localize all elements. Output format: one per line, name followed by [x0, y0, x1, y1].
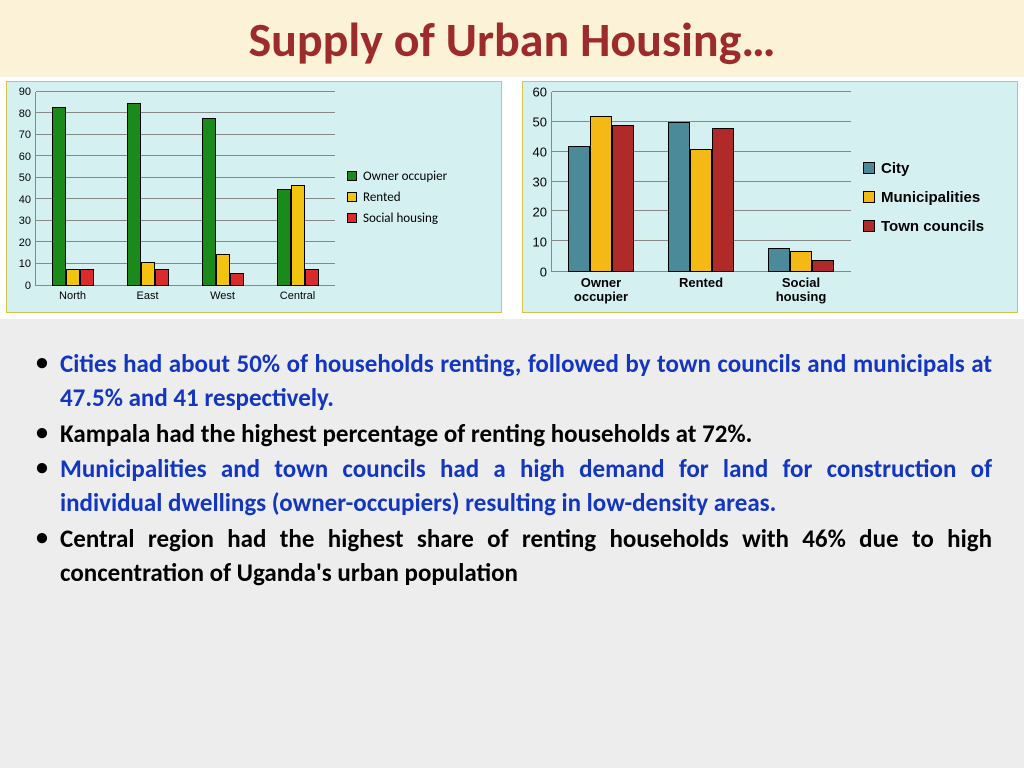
bar: [305, 269, 319, 286]
bar: [612, 125, 634, 272]
bar: [52, 107, 66, 286]
chart-regions: 0102030405060708090NorthEastWestCentral …: [6, 81, 502, 313]
bar: [768, 248, 790, 272]
charts-row: 0102030405060708090NorthEastWestCentral …: [0, 77, 1024, 319]
bullet-item: Kampala had the highest percentage of re…: [32, 417, 992, 451]
legend-label: Rented: [363, 190, 401, 205]
bar: [80, 269, 94, 286]
bullet-item: Municipalities and town councils had a h…: [32, 452, 992, 520]
y-tick: 0: [540, 265, 547, 280]
bullet-item: Cities had about 50% of households renti…: [32, 347, 992, 415]
y-tick: 50: [533, 115, 547, 130]
bar: [590, 116, 612, 272]
y-tick: 60: [533, 85, 547, 100]
x-label: North: [35, 286, 110, 312]
x-label: West: [185, 286, 260, 312]
legend-label: Municipalities: [881, 189, 980, 206]
y-tick: 10: [533, 235, 547, 250]
legend-item: Municipalities: [863, 189, 1017, 206]
bar: [127, 103, 141, 286]
y-tick: 30: [533, 175, 547, 190]
legend-swatch: [863, 191, 875, 203]
chart2-plot: 0 10 20 30 40 50 60 OwneroccupierRentedSocialho…: [523, 82, 851, 312]
legend-label: City: [881, 160, 909, 177]
legend-label: Owner occupier: [363, 169, 447, 184]
y-tick: 0: [25, 280, 31, 292]
legend-swatch: [347, 192, 357, 202]
legend-swatch: [863, 220, 875, 232]
chart2-legend: City Municipalities Town councils: [851, 82, 1017, 312]
y-tick: 20: [533, 205, 547, 220]
bar: [668, 122, 690, 272]
legend-item: City: [863, 160, 1017, 177]
y-tick: 50: [19, 172, 31, 184]
y-tick: 70: [19, 129, 31, 141]
chart1-legend: Owner occupier Rented Social housing: [335, 82, 501, 312]
x-label: Rented: [651, 272, 751, 312]
y-tick: 30: [19, 215, 31, 227]
y-tick: 10: [19, 258, 31, 270]
y-tick: 40: [533, 145, 547, 160]
legend-item: Social housing: [347, 211, 501, 226]
bullet-item: Central region had the highest share of …: [32, 522, 992, 590]
x-label: Central: [260, 286, 335, 312]
bar: [277, 189, 291, 286]
bar: [202, 118, 216, 286]
bar: [812, 260, 834, 272]
y-tick: 20: [19, 237, 31, 249]
bar: [690, 149, 712, 272]
y-tick: 90: [19, 86, 31, 98]
legend-label: Town councils: [881, 218, 984, 235]
bullet-list: Cities had about 50% of households renti…: [0, 319, 1024, 611]
bar: [230, 273, 244, 286]
chart-authority: 0 10 20 30 40 50 60 OwneroccupierRentedSocialho…: [522, 81, 1018, 313]
page-title: Supply of Urban Housing…: [0, 10, 1024, 69]
x-label: Owneroccupier: [551, 272, 651, 312]
y-tick: 40: [19, 194, 31, 206]
legend-label: Social housing: [363, 211, 438, 226]
bar: [155, 269, 169, 286]
bar: [141, 262, 155, 286]
bar: [790, 251, 812, 272]
bar: [66, 269, 80, 286]
bar: [216, 254, 230, 286]
legend-item: Town councils: [863, 218, 1017, 235]
legend-swatch: [347, 213, 357, 223]
title-bar: Supply of Urban Housing…: [0, 0, 1024, 77]
x-label: Socialhousing: [751, 272, 851, 312]
legend-swatch: [347, 171, 357, 181]
legend-item: Rented: [347, 190, 501, 205]
chart1-plot: 0 10 20 30 40 50 60 70 80 90 NorthEastWestCentral: [7, 82, 335, 312]
bar: [291, 185, 305, 286]
bar: [568, 146, 590, 272]
legend-item: Owner occupier: [347, 169, 501, 184]
y-tick: 60: [19, 151, 31, 163]
legend-swatch: [863, 162, 875, 174]
x-label: East: [110, 286, 185, 312]
y-tick: 80: [19, 108, 31, 120]
bar: [712, 128, 734, 272]
